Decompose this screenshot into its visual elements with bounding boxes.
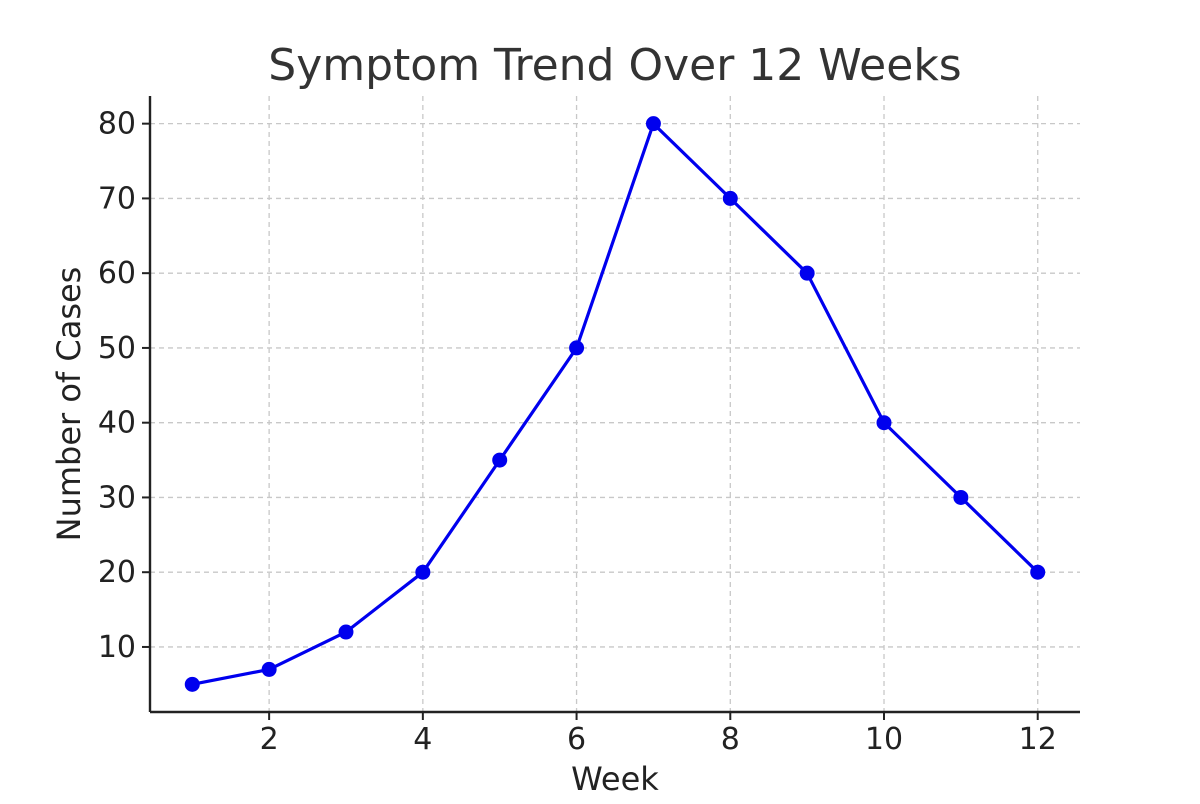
data-point xyxy=(799,265,815,281)
x-tick-label: 4 xyxy=(413,722,432,757)
y-tick-label: 30 xyxy=(98,480,136,515)
axes: 2 4 6 8 10 12 10 20 30 40 50 60 70 80 xyxy=(98,96,1080,757)
data-point xyxy=(415,564,431,580)
data-point xyxy=(569,340,585,356)
y-tick-label: 10 xyxy=(98,630,136,665)
data-point xyxy=(876,415,892,431)
y-tick-label: 20 xyxy=(98,555,136,590)
data-point xyxy=(722,190,738,206)
grid xyxy=(150,96,1080,712)
data-point xyxy=(338,624,354,640)
y-axis-label: Number of Cases xyxy=(50,267,88,542)
x-tick-label: 8 xyxy=(721,722,740,757)
y-tick-label: 80 xyxy=(98,107,136,142)
data-point xyxy=(184,676,200,692)
y-tick-label: 60 xyxy=(98,256,136,291)
y-tick-label: 70 xyxy=(98,181,136,216)
data-point xyxy=(261,661,277,677)
data-point xyxy=(1030,564,1046,580)
y-tick-label: 50 xyxy=(98,331,136,366)
x-tick-label: 6 xyxy=(567,722,586,757)
x-tick-label: 10 xyxy=(865,722,903,757)
series-layer xyxy=(184,116,1046,692)
chart-title: Symptom Trend Over 12 Weeks xyxy=(268,40,961,91)
x-tick-label: 2 xyxy=(260,722,279,757)
data-point xyxy=(645,116,661,132)
y-tick-label: 40 xyxy=(98,406,136,441)
x-tick-label: 12 xyxy=(1019,722,1057,757)
data-point xyxy=(953,489,969,505)
series-line xyxy=(191,122,1039,686)
data-point xyxy=(492,452,508,468)
x-axis-label: Week xyxy=(571,760,659,798)
